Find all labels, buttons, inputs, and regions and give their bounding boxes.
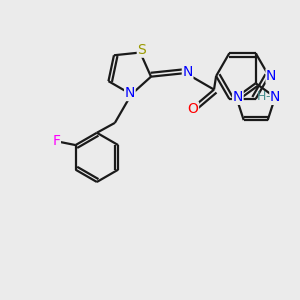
Text: O: O xyxy=(188,102,198,116)
Text: S: S xyxy=(137,43,146,57)
Text: N: N xyxy=(266,69,277,83)
Text: N: N xyxy=(232,90,243,104)
Text: N: N xyxy=(125,86,135,100)
Text: H: H xyxy=(256,90,266,103)
Text: N: N xyxy=(270,90,280,104)
Text: N: N xyxy=(182,65,193,79)
Text: F: F xyxy=(52,134,60,148)
Text: -: - xyxy=(266,90,270,103)
